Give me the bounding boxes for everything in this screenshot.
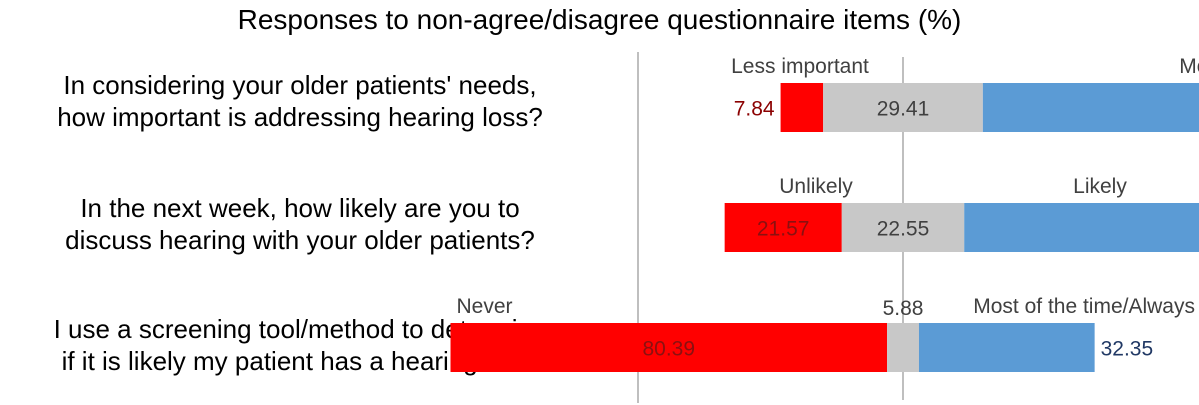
bar-negative-3 [450,323,888,372]
question-1-line-1: In considering your older patients' need… [63,70,537,100]
bar-negative-2 [724,203,842,252]
question-1: In considering your older patients' need… [0,69,600,133]
bar-neutral-1 [823,83,983,132]
category-negative-3: Never [457,295,513,318]
category-negative-1: Less important [731,55,869,78]
chart-title: Responses to non-agree/disagree question… [237,4,962,35]
bar-negative-1 [780,83,824,132]
bar-neutral-2 [841,203,965,252]
value-neutral-2: 22.55 [877,218,930,241]
value-negative-1: 7.84 [734,98,775,121]
value-positive-3: 32.35 [1101,338,1154,361]
question-2-line-1: In the next week, how likely are you to [80,193,520,223]
question-1-line-2: how important is addressing hearing loss… [57,102,543,132]
bar-positive-3 [918,323,1095,372]
category-positive-3: Most of the time/Always [973,295,1195,318]
value-neutral-3: 5.88 [883,297,924,320]
category-positive-2: Likely [1073,175,1127,198]
value-negative-3: 80.39 [642,338,695,361]
bar-positive-1 [982,83,1199,132]
question-2: In the next week, how likely are you to … [0,192,600,256]
value-negative-2: 21.57 [757,218,810,241]
category-positive-1: More important [1179,55,1199,78]
category-negative-2: Unlikely [779,175,853,198]
bar-neutral-3 [887,323,919,372]
bar-positive-2 [964,203,1199,252]
value-neutral-1: 29.41 [877,98,930,121]
question-2-line-2: discuss hearing with your older patients… [65,225,535,255]
